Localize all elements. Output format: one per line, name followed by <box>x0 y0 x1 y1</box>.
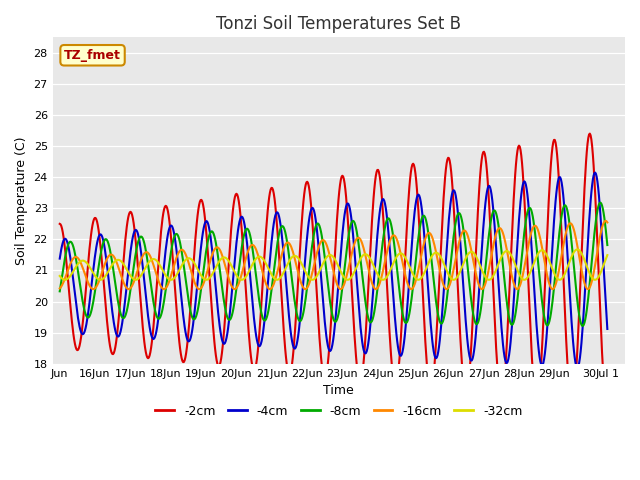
-16cm <box>417 255 424 261</box>
Line: -8cm: -8cm <box>60 203 607 326</box>
-32cm <box>178 263 186 269</box>
-4cm <box>400 340 408 346</box>
-4cm <box>591 170 599 176</box>
Y-axis label: Soil Temperature (C): Soil Temperature (C) <box>15 136 28 265</box>
Line: -4cm: -4cm <box>60 173 607 368</box>
-2cm <box>207 288 214 294</box>
-4cm <box>207 234 214 240</box>
-4cm <box>122 289 130 295</box>
Legend: -2cm, -4cm, -8cm, -16cm, -32cm: -2cm, -4cm, -8cm, -16cm, -32cm <box>150 400 527 423</box>
Line: -32cm: -32cm <box>60 250 607 280</box>
-8cm <box>122 311 130 317</box>
-8cm <box>56 288 63 294</box>
-8cm <box>178 248 186 254</box>
-2cm <box>122 230 130 236</box>
-2cm <box>400 277 408 283</box>
-4cm <box>178 298 186 303</box>
-32cm <box>207 274 214 280</box>
-8cm <box>579 323 587 329</box>
Line: -2cm: -2cm <box>60 133 607 410</box>
-8cm <box>207 229 214 235</box>
-16cm <box>266 286 274 292</box>
-32cm <box>604 252 611 258</box>
-8cm <box>66 239 74 245</box>
-16cm <box>122 284 130 290</box>
Line: -16cm: -16cm <box>60 221 607 289</box>
Text: TZ_fmet: TZ_fmet <box>64 49 121 62</box>
-16cm <box>602 218 610 224</box>
-16cm <box>401 270 408 276</box>
-8cm <box>596 200 604 205</box>
-16cm <box>66 263 74 268</box>
-16cm <box>604 219 611 225</box>
-8cm <box>604 242 611 248</box>
Title: Tonzi Soil Temperatures Set B: Tonzi Soil Temperatures Set B <box>216 15 461 33</box>
-4cm <box>56 256 63 262</box>
-32cm <box>520 277 528 283</box>
-2cm <box>66 295 74 300</box>
-32cm <box>574 247 582 252</box>
-8cm <box>400 317 408 323</box>
-2cm <box>586 131 594 136</box>
-16cm <box>207 257 214 263</box>
-2cm <box>178 355 186 361</box>
-4cm <box>604 326 611 332</box>
-2cm <box>604 408 611 413</box>
-32cm <box>416 276 424 282</box>
-16cm <box>178 247 186 252</box>
-32cm <box>56 273 63 279</box>
-4cm <box>574 365 582 371</box>
-2cm <box>56 221 63 227</box>
-2cm <box>416 236 424 241</box>
-4cm <box>416 195 424 201</box>
-4cm <box>66 251 74 256</box>
-8cm <box>416 224 424 230</box>
X-axis label: Time: Time <box>323 384 354 397</box>
-32cm <box>122 265 130 271</box>
-32cm <box>400 252 408 258</box>
-16cm <box>56 286 63 291</box>
-32cm <box>66 274 74 280</box>
